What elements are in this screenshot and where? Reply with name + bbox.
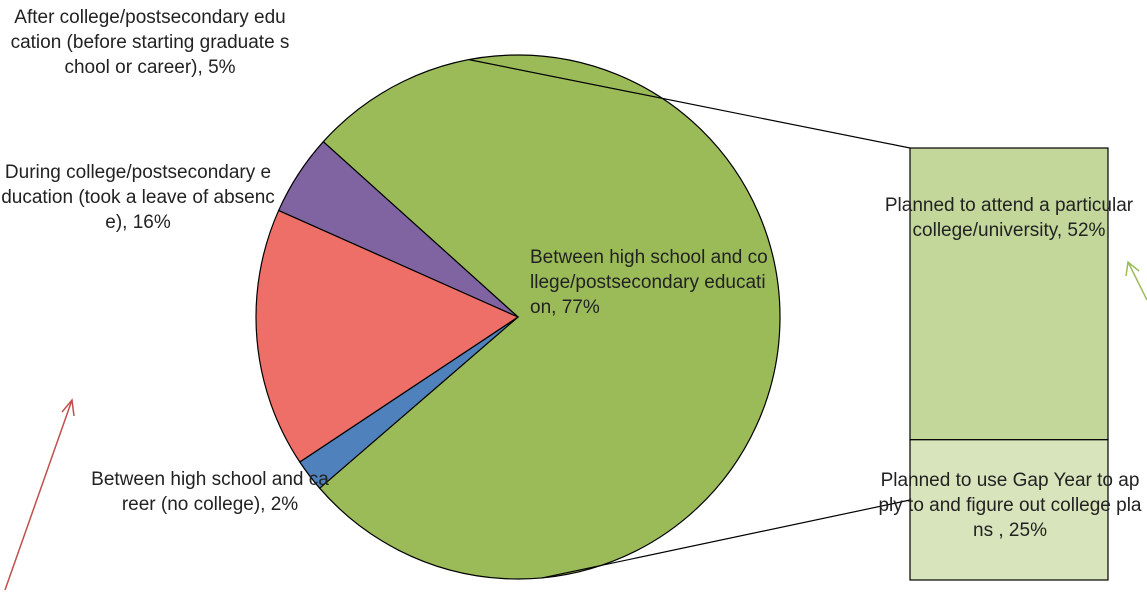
data-label: Between high school and college/postseco… [530,247,768,318]
bar-segment [909,147,1109,441]
data-label: During college/postsecondary education (… [1,162,275,233]
arrow-head [61,398,75,417]
data-label: Planned to attend a particular college/u… [884,195,1134,241]
data-label: Planned to use Gap Year to apply to and … [878,469,1142,541]
connector-line [542,499,911,579]
data-label: Between high school and career (no colle… [91,469,329,515]
annotation-arrow [1127,261,1147,301]
arrow-head [1125,260,1140,277]
pie-slice [255,209,520,463]
pie-slice [318,54,781,580]
annotation-arrow [4,399,73,591]
connector-line [468,59,911,149]
bar-segment [909,439,1109,581]
pie-slice [277,140,519,318]
data-label: After college/postsecondary education (b… [10,7,290,78]
